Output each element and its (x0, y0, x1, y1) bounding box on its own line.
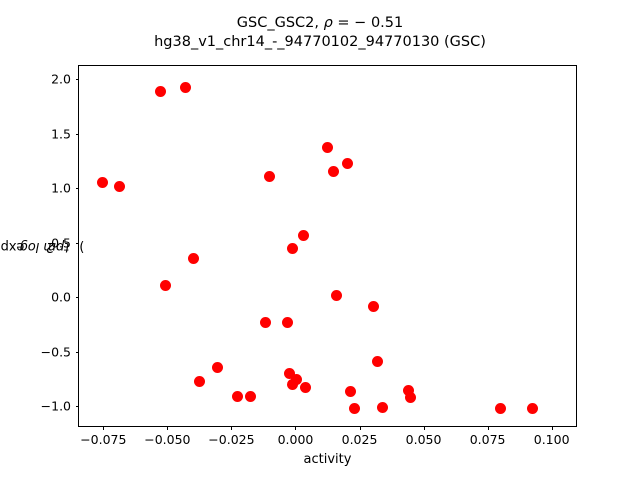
data-point (244, 391, 256, 403)
data-point (284, 368, 296, 380)
y-axis-tick (75, 188, 79, 190)
data-point (402, 384, 414, 396)
y-label-suffix: ) (79, 238, 85, 254)
chart-title-line-2: hg38_v1_chr14_-_94770102_94770130 (GSC) (154, 34, 486, 50)
y-axis-tick-label: 0.0 (51, 289, 71, 305)
data-point (368, 300, 380, 312)
x-axis-tick-label: −0.075 (80, 432, 127, 447)
data-point (187, 252, 199, 264)
data-point (328, 166, 340, 178)
x-axis-tick-label: −0.050 (144, 432, 191, 447)
data-point (264, 170, 276, 182)
x-axis-tick (295, 426, 297, 430)
plot-axes: −0.075 −0.050 −0.025 0.000 0.025 0.050 0.075 0.… (41, 65, 577, 447)
x-axis-tick (551, 426, 553, 430)
x-axis-tick-label: 0.000 (277, 432, 314, 447)
data-point (322, 142, 333, 154)
x-axis-tick (359, 426, 361, 430)
title-rho-value: = − 0.51 (332, 15, 404, 31)
data-point (297, 229, 309, 241)
y-axis-tick (75, 79, 79, 81)
data-point (211, 361, 223, 373)
title-prefix: GSC_GSC2, (236, 15, 324, 31)
x-axis-tick-label: 0.075 (469, 432, 506, 447)
x-axis-tick-label: 0.100 (533, 432, 570, 447)
data-point (371, 356, 383, 368)
x-axis-tick (231, 426, 233, 430)
data-point (300, 382, 312, 394)
x-axis-label: activity (303, 452, 352, 467)
x-axis-tick (487, 426, 489, 430)
data-point (160, 279, 172, 291)
x-axis-tick (423, 426, 425, 430)
data-point (113, 180, 125, 192)
data-point (526, 403, 538, 415)
data-point (291, 373, 303, 385)
y-axis-tick-label: 1.5 (51, 126, 71, 142)
x-axis-tick-label: 0.050 (405, 432, 442, 447)
y-axis-tick-label: 1.0 (51, 180, 71, 196)
data-point (348, 403, 360, 415)
x-axis-tick (103, 426, 105, 430)
data-point (287, 242, 299, 254)
rho-symbol: ρ (323, 15, 333, 31)
plot-data-area (79, 66, 576, 426)
y-axis-tick-label: 0.5 (51, 235, 71, 251)
data-point (96, 177, 108, 189)
chart-title-line-1: GSC_GSC2, ρ = − 0.51 (0, 14, 640, 33)
data-point (232, 391, 244, 403)
data-point (154, 85, 166, 97)
y-axis-tick (75, 406, 79, 408)
data-point (281, 316, 293, 328)
y-axis-tick-label: −1.0 (40, 398, 71, 414)
y-axis-tick (75, 133, 79, 135)
data-point (405, 392, 417, 404)
y-axis-tick-label: −0.5 (40, 344, 71, 360)
x-axis-tick-label: −0.025 (208, 432, 255, 447)
y-axis-tick (75, 297, 79, 299)
x-axis-tick-label: 0.025 (341, 432, 378, 447)
data-point (330, 289, 342, 301)
x-axis-tick (167, 426, 169, 430)
chart-title: GSC_GSC2, ρ = − 0.51 hg38_v1_chr14_-_947… (0, 14, 640, 52)
data-point (179, 82, 191, 94)
y-axis-tick-label: 2.0 (51, 71, 71, 87)
y-axis-tick (75, 351, 79, 353)
data-point (494, 403, 506, 415)
data-point (286, 379, 298, 391)
data-point (345, 385, 357, 397)
data-point (193, 375, 205, 387)
y-axis-tick (75, 242, 79, 244)
data-point (377, 401, 389, 413)
data-point (259, 316, 271, 328)
data-point (342, 157, 354, 169)
